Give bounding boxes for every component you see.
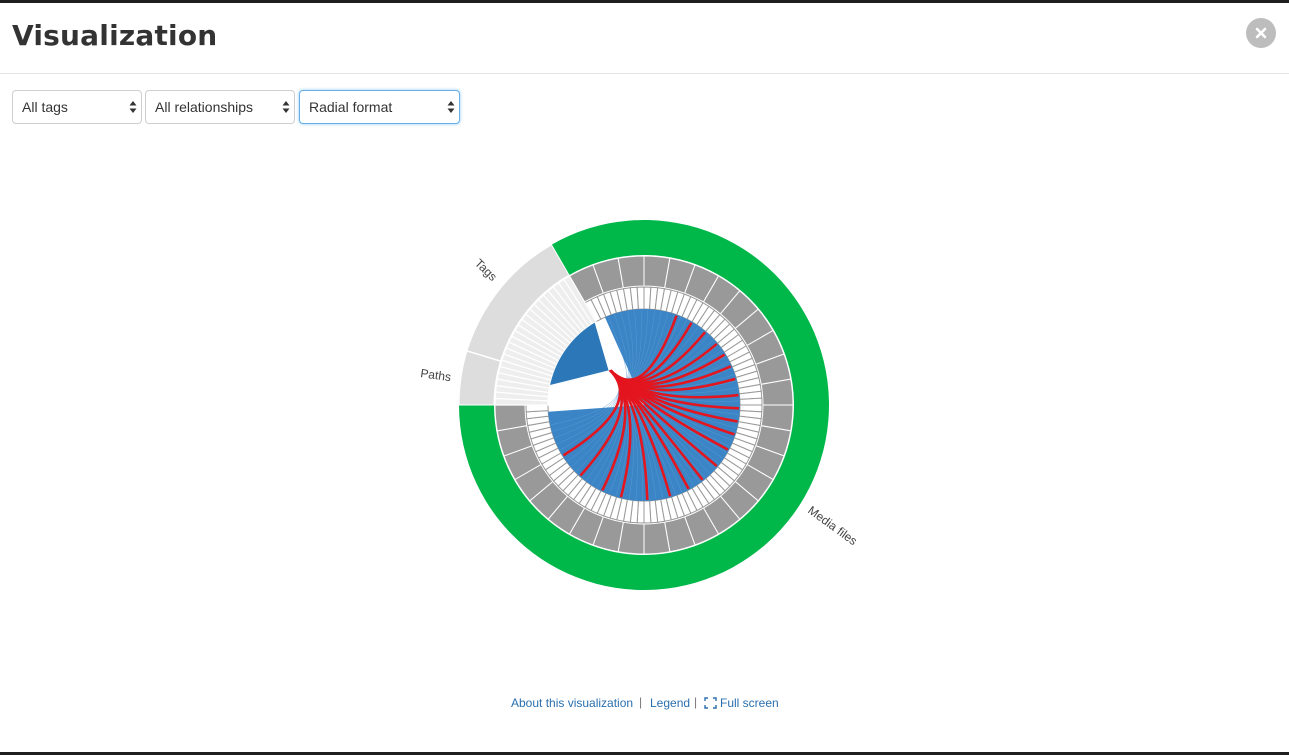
modal-header: Visualization [0, 3, 1289, 74]
paths-tags-divider [466, 350, 501, 362]
media-cell [760, 378, 794, 406]
media-link-fill [548, 309, 740, 501]
tag-filter-select[interactable]: All tags [12, 90, 142, 124]
tags-paths-outer-arc [458, 244, 570, 406]
select-arrows-icon [447, 101, 455, 113]
fullscreen-label: Full screen [720, 696, 779, 710]
media-subcell [739, 397, 763, 406]
relationship-filter-select[interactable]: All relationships [145, 90, 295, 124]
window-bottom-edge [0, 752, 1289, 755]
media-subcell [636, 286, 645, 310]
footer-separator: | [694, 695, 698, 709]
fullscreen-link[interactable]: Full screen [704, 696, 779, 710]
highlight-link [562, 369, 622, 457]
modal-title: Visualization [12, 19, 218, 52]
about-visualization-link[interactable]: About this visualization [511, 696, 634, 710]
tag-filter-value: All tags [22, 99, 68, 115]
link-bundle [548, 309, 740, 501]
label-tags: Tags [472, 256, 500, 284]
format-select[interactable]: Radial format [299, 90, 460, 124]
label-paths: Paths [420, 366, 452, 384]
close-button[interactable] [1246, 18, 1276, 48]
select-arrows-icon [129, 101, 137, 113]
fullscreen-icon [704, 697, 717, 709]
outer-ring [458, 219, 830, 590]
tag-link-fill [550, 321, 610, 386]
media-cell [494, 404, 528, 432]
relationship-filter-value: All relationships [155, 99, 254, 115]
gap-line [594, 321, 612, 371]
media-subcell [643, 500, 652, 524]
select-arrows-icon [282, 101, 290, 113]
legend-link[interactable]: Legend [650, 696, 691, 710]
window-top-edge [0, 0, 1289, 3]
label-media-files: Media files [805, 503, 860, 548]
media-cell [643, 521, 671, 555]
footer-separator: | [639, 695, 643, 709]
media-subcell [525, 404, 549, 413]
format-select-value: Radial format [309, 99, 393, 115]
close-icon [1255, 27, 1267, 39]
footer-links: About this visualization | Legend | Full… [0, 694, 1289, 712]
media-cell [617, 255, 645, 289]
